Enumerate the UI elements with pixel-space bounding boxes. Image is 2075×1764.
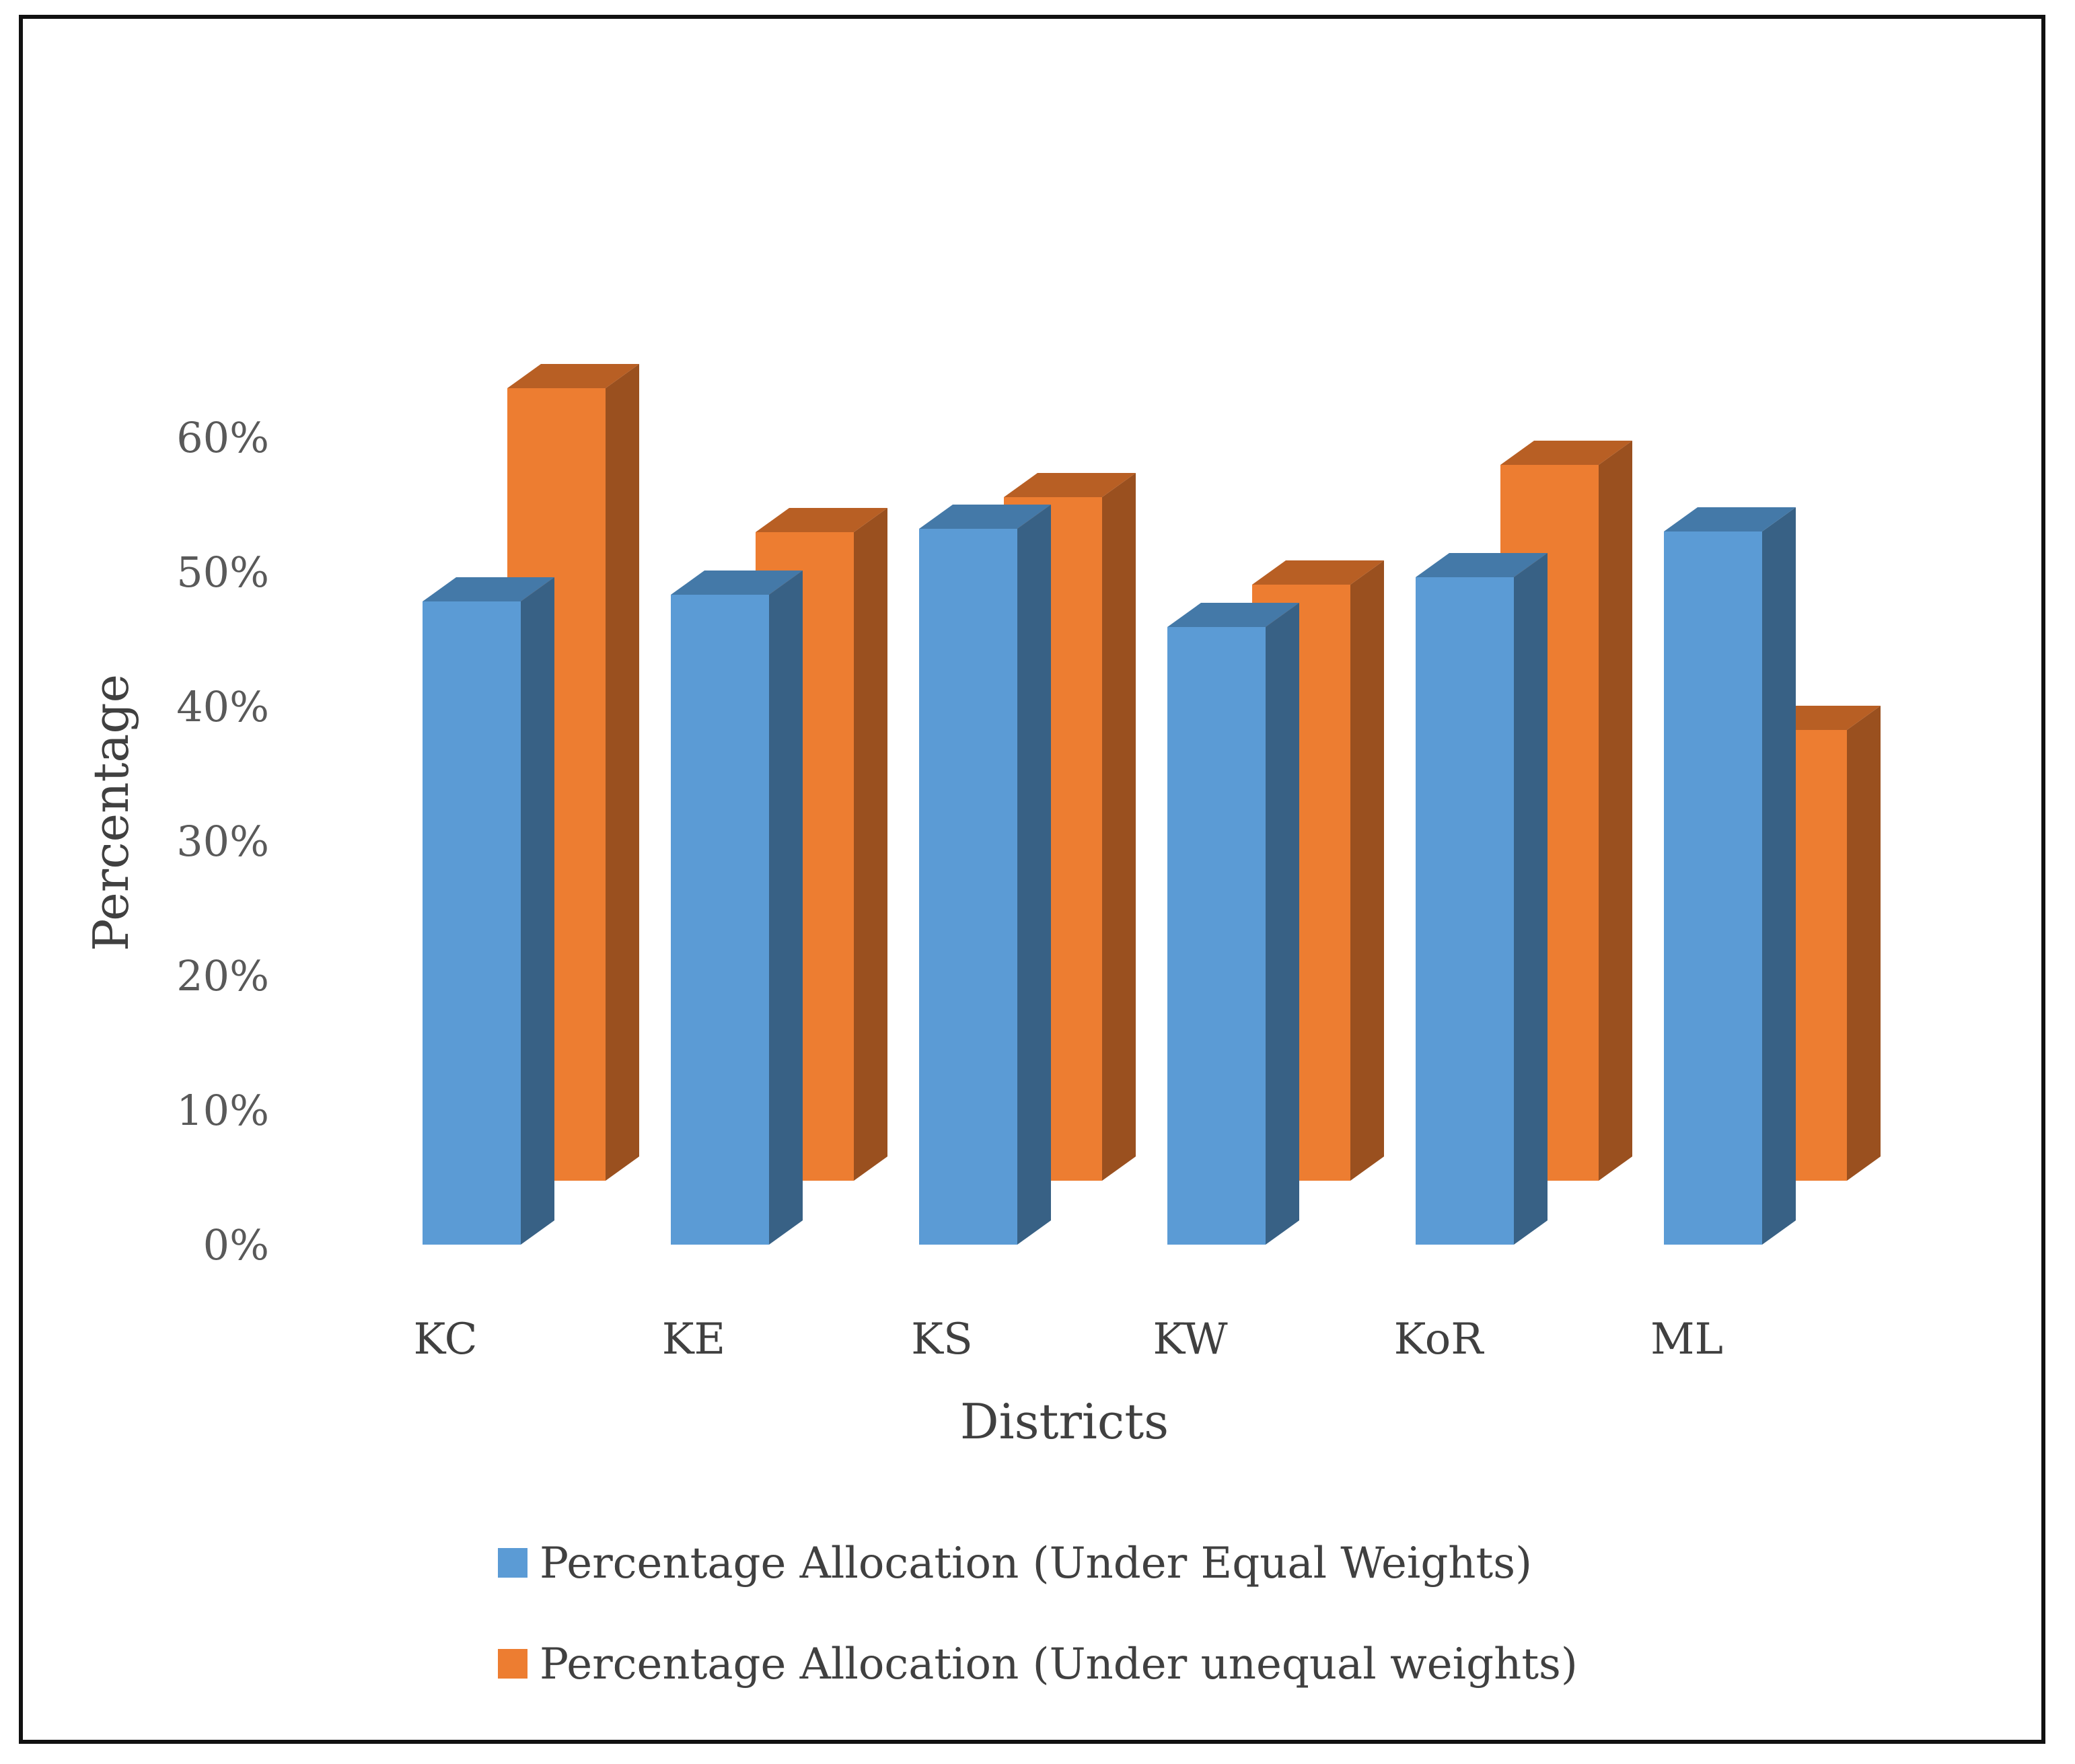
bar-equal-weights-kw-top xyxy=(1167,603,1299,627)
y-tick-label: 50% xyxy=(176,548,269,597)
bar-equal-weights-kw xyxy=(1167,603,1299,1245)
x-tick-label-ml: ML xyxy=(1650,1315,1723,1364)
bar-equal-weights-ml-front xyxy=(1664,531,1762,1245)
y-tick-label: 0% xyxy=(203,1220,269,1270)
x-tick-label-kw: KW xyxy=(1153,1315,1228,1364)
legend: Percentage Allocation (Under Equal Weigh… xyxy=(498,1539,1578,1689)
bar-equal-weights-kor-side xyxy=(1514,553,1548,1245)
bar-unequal-weights-ks-side xyxy=(1102,473,1136,1181)
bar-equal-weights-ks-top xyxy=(919,505,1051,529)
bar-unequal-weights-kc-side xyxy=(606,364,639,1181)
bar-equal-weights-ks-front xyxy=(919,529,1017,1245)
legend-swatch-unequal-weights xyxy=(498,1649,527,1679)
bar-equal-weights-kc-front xyxy=(423,601,521,1245)
bar-equal-weights-kor-top xyxy=(1416,553,1548,577)
y-axis-title: Percentage xyxy=(83,674,139,951)
bar-equal-weights-kor xyxy=(1416,553,1548,1245)
bar-unequal-weights-ke-side xyxy=(854,508,887,1181)
bar-equal-weights-kw-front xyxy=(1167,627,1266,1245)
bar-equal-weights-kc-top xyxy=(423,577,554,601)
bar-unequal-weights-kor-side xyxy=(1599,441,1632,1181)
bars-series-2-group xyxy=(507,364,1881,1181)
bar-equal-weights-ke-top xyxy=(671,571,803,595)
bar-unequal-weights-ks-top xyxy=(1004,473,1136,497)
bar-unequal-weights-kw-top xyxy=(1252,560,1384,585)
bar-unequal-weights-ml-side xyxy=(1847,706,1881,1181)
bar-equal-weights-ke xyxy=(671,571,803,1245)
bar-unequal-weights-kor-top xyxy=(1500,441,1632,465)
bar-equal-weights-ml xyxy=(1664,507,1796,1245)
bar-equal-weights-ml-top xyxy=(1664,507,1796,531)
y-tick-label: 60% xyxy=(176,413,269,462)
y-tick-label: 40% xyxy=(176,682,269,731)
x-axis-ticks: KC KE KS KW KoR ML xyxy=(413,1315,1723,1364)
bar-equal-weights-ks-side xyxy=(1017,505,1051,1245)
bar-equal-weights-ke-front xyxy=(671,595,769,1245)
y-tick-label: 10% xyxy=(176,1086,269,1135)
x-tick-label-ke: KE xyxy=(662,1315,726,1364)
bar-unequal-weights-kw-side xyxy=(1350,560,1384,1181)
legend-label-equal-weights: Percentage Allocation (Under Equal Weigh… xyxy=(540,1539,1532,1588)
y-tick-label: 20% xyxy=(176,951,269,1000)
legend-swatch-equal-weights xyxy=(498,1548,527,1578)
bar-equal-weights-kc-side xyxy=(521,577,554,1245)
legend-label-unequal-weights: Percentage Allocation (Under unequal wei… xyxy=(540,1640,1578,1689)
x-axis-title: Districts xyxy=(960,1393,1169,1450)
bar-equal-weights-kc xyxy=(423,577,554,1245)
bar-equal-weights-kor-front xyxy=(1416,577,1514,1245)
bar-unequal-weights-ke-top xyxy=(756,508,887,532)
y-axis-ticks: 0% 10% 20% 30% 40% 50% 60% xyxy=(176,413,269,1270)
x-tick-label-kor: KoR xyxy=(1394,1315,1485,1364)
bar-unequal-weights-kc-top xyxy=(507,364,639,388)
bars-series-1-group xyxy=(423,505,1796,1245)
bar-equal-weights-ks xyxy=(919,505,1051,1245)
bar-equal-weights-ml-side xyxy=(1762,507,1796,1245)
x-tick-label-kc: KC xyxy=(413,1315,477,1364)
y-tick-label: 30% xyxy=(176,817,269,866)
bar-equal-weights-ke-side xyxy=(769,571,803,1245)
x-tick-label-ks: KS xyxy=(911,1315,973,1364)
bar-equal-weights-kw-side xyxy=(1266,603,1299,1245)
